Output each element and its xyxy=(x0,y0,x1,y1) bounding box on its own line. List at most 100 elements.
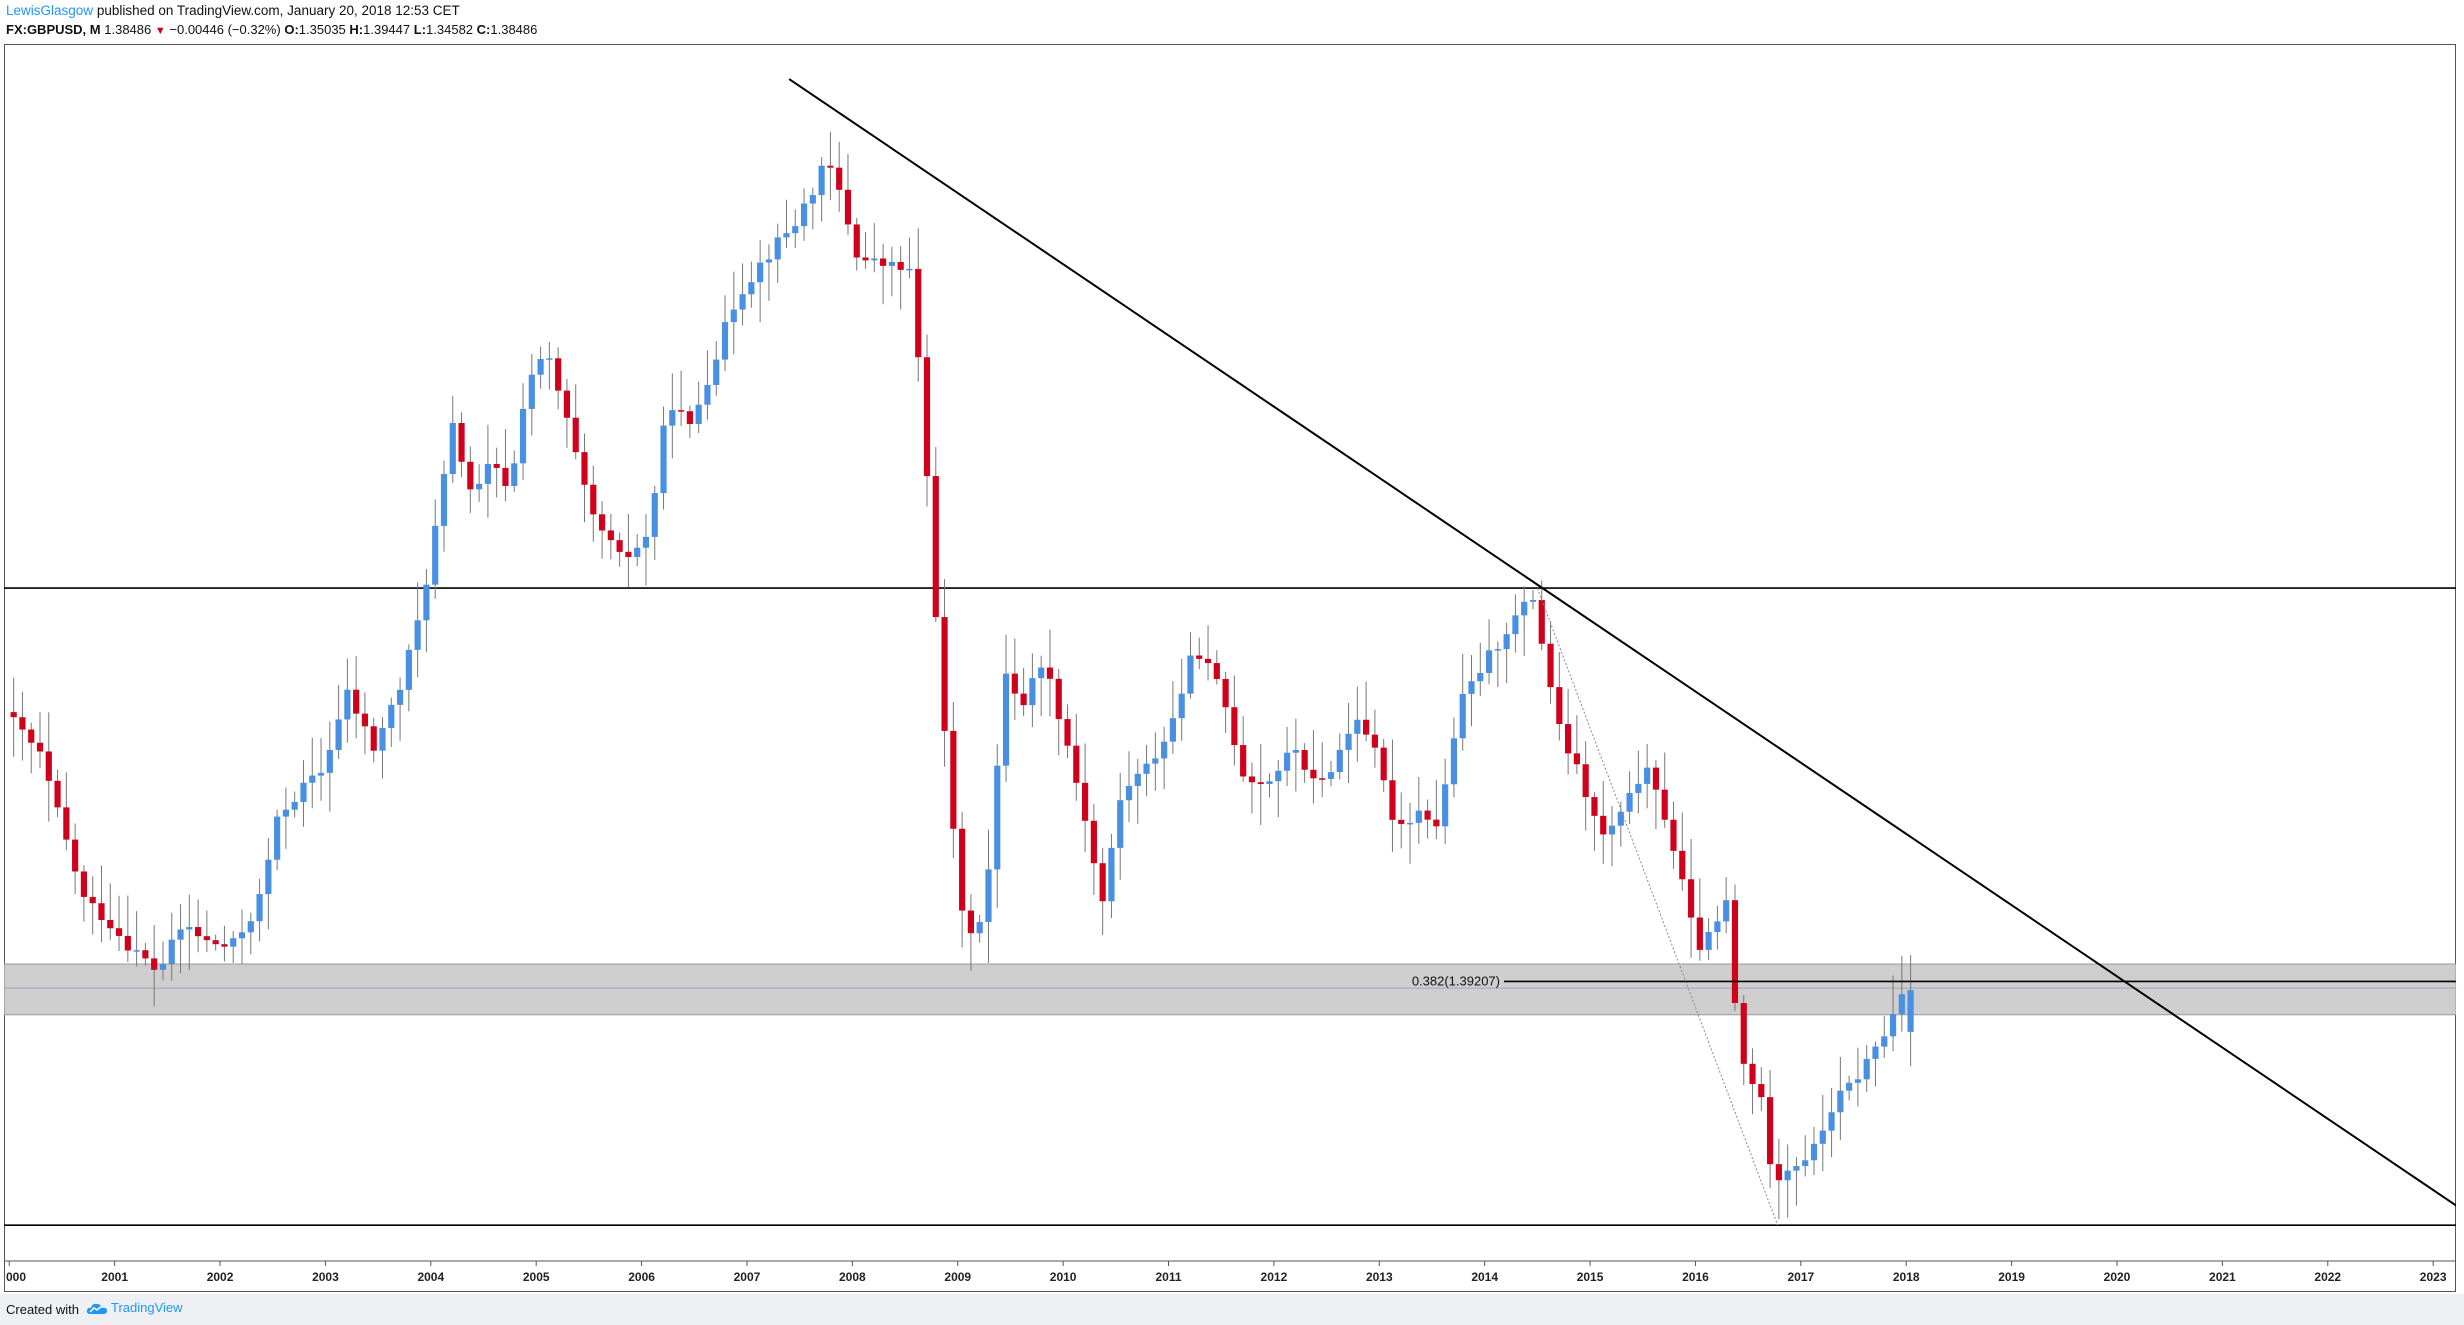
candle[interactable] xyxy=(1512,594,1519,653)
candle[interactable] xyxy=(967,894,975,971)
candle[interactable] xyxy=(440,460,448,552)
candle[interactable] xyxy=(774,223,781,283)
candle[interactable] xyxy=(309,737,316,809)
candle[interactable] xyxy=(107,883,114,940)
candle[interactable] xyxy=(1081,743,1089,853)
author-link[interactable]: LewisGlasgow xyxy=(6,3,94,18)
candle[interactable] xyxy=(1477,642,1484,697)
candle[interactable] xyxy=(1872,1041,1879,1087)
candle[interactable] xyxy=(897,246,904,310)
candle[interactable] xyxy=(1363,681,1370,742)
candle[interactable] xyxy=(124,895,131,963)
candle[interactable] xyxy=(1240,716,1247,782)
candle[interactable] xyxy=(1802,1135,1809,1177)
candle[interactable] xyxy=(1099,847,1106,936)
candle[interactable] xyxy=(1846,1075,1853,1101)
candle[interactable] xyxy=(1591,792,1598,851)
candle[interactable] xyxy=(1319,742,1326,798)
candle[interactable] xyxy=(221,925,228,962)
chart-area[interactable]: 0.382(1.39207)1.200001.250001.300001.350… xyxy=(3,44,2464,1297)
candle[interactable] xyxy=(1178,658,1185,741)
candle[interactable] xyxy=(713,340,720,396)
candle[interactable] xyxy=(1029,653,1036,728)
candle[interactable] xyxy=(1424,799,1431,839)
candle[interactable] xyxy=(326,721,333,812)
candle[interactable] xyxy=(739,263,746,326)
candle[interactable] xyxy=(1696,878,1703,961)
candle[interactable] xyxy=(168,912,175,981)
candle[interactable] xyxy=(396,677,404,741)
candle[interactable] xyxy=(1740,994,1747,1085)
candle[interactable] xyxy=(1687,839,1695,958)
candle[interactable] xyxy=(45,712,52,822)
candle[interactable] xyxy=(880,243,887,305)
candle[interactable] xyxy=(642,514,650,586)
candle[interactable] xyxy=(1231,675,1238,766)
candle[interactable] xyxy=(1723,877,1730,934)
candle[interactable] xyxy=(1468,655,1475,727)
candle[interactable] xyxy=(1161,726,1168,790)
candle[interactable] xyxy=(598,501,606,559)
candle[interactable] xyxy=(80,865,88,922)
candle[interactable] xyxy=(1705,918,1712,961)
candle[interactable] xyxy=(915,228,922,382)
candle[interactable] xyxy=(730,271,737,355)
candle[interactable] xyxy=(704,350,711,420)
candle[interactable] xyxy=(1450,717,1458,798)
candle[interactable] xyxy=(274,809,281,870)
candle[interactable] xyxy=(405,644,412,712)
candle[interactable] xyxy=(115,895,123,952)
candle[interactable] xyxy=(783,199,790,248)
candle[interactable] xyxy=(678,370,685,427)
candle[interactable] xyxy=(976,914,983,943)
candle[interactable] xyxy=(238,909,246,964)
candle[interactable] xyxy=(651,485,658,561)
candle[interactable] xyxy=(1064,704,1071,759)
candle[interactable] xyxy=(1617,801,1624,847)
candle[interactable] xyxy=(590,465,597,542)
candle[interactable] xyxy=(1784,1144,1791,1218)
candle[interactable] xyxy=(1442,758,1449,845)
candle[interactable] xyxy=(1485,619,1493,685)
candle[interactable] xyxy=(1652,759,1660,830)
candle[interactable] xyxy=(1889,975,1897,1052)
candle[interactable] xyxy=(809,187,816,230)
candle[interactable] xyxy=(1380,738,1387,792)
candle[interactable] xyxy=(291,791,298,818)
candle[interactable] xyxy=(1529,590,1537,610)
candle[interactable] xyxy=(1038,655,1045,716)
candle[interactable] xyxy=(1196,637,1203,670)
candle[interactable] xyxy=(1626,771,1633,824)
candle[interactable] xyxy=(1635,750,1642,814)
candle[interactable] xyxy=(950,702,957,859)
candle[interactable] xyxy=(10,677,17,757)
candle[interactable] xyxy=(1907,954,1914,1067)
candle[interactable] xyxy=(923,334,931,507)
candle[interactable] xyxy=(1775,1138,1782,1219)
candle[interactable] xyxy=(476,464,483,502)
candle[interactable] xyxy=(660,406,667,510)
candle[interactable] xyxy=(98,865,105,943)
candle[interactable] xyxy=(792,209,799,248)
candle[interactable] xyxy=(1389,739,1396,852)
candle[interactable] xyxy=(686,405,693,438)
candle[interactable] xyxy=(1582,741,1589,831)
candle[interactable] xyxy=(230,931,237,963)
candle[interactable] xyxy=(1828,1088,1835,1158)
candle[interactable] xyxy=(581,433,588,523)
candle[interactable] xyxy=(818,157,825,222)
candle[interactable] xyxy=(1292,718,1299,792)
candle[interactable] xyxy=(871,223,878,273)
candle[interactable] xyxy=(1573,715,1580,775)
candle[interactable] xyxy=(1415,776,1422,844)
tradingview-link[interactable]: TradingView xyxy=(86,1300,183,1315)
candle[interactable] xyxy=(1898,955,1905,1032)
candle[interactable] xyxy=(361,692,369,755)
candle[interactable] xyxy=(757,240,764,323)
candle[interactable] xyxy=(1152,732,1159,791)
candle[interactable] xyxy=(625,514,632,588)
candle[interactable] xyxy=(1301,743,1308,783)
candle[interactable] xyxy=(836,141,843,212)
candle[interactable] xyxy=(959,812,966,948)
candle[interactable] xyxy=(89,876,96,935)
